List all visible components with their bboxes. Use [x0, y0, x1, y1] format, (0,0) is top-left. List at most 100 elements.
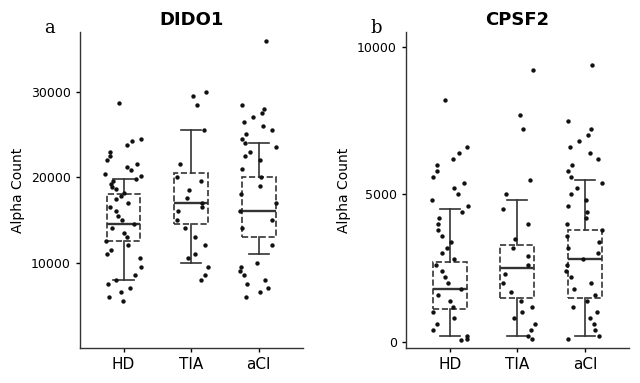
Point — [440, 97, 450, 103]
Point — [236, 208, 246, 214]
Point — [578, 256, 588, 262]
Point — [498, 280, 508, 286]
Point — [136, 136, 146, 142]
Point — [235, 268, 245, 274]
Point — [268, 217, 278, 223]
Point — [449, 256, 459, 262]
Point — [463, 203, 473, 209]
Point — [190, 251, 200, 257]
Point — [442, 244, 452, 250]
Point — [566, 192, 577, 198]
Point — [516, 298, 526, 304]
Point — [113, 213, 124, 219]
Point — [102, 157, 112, 163]
Point — [456, 337, 467, 344]
Point — [256, 174, 266, 180]
Point — [119, 190, 129, 196]
Point — [103, 281, 113, 287]
Point — [241, 294, 252, 300]
Point — [106, 247, 116, 253]
Point — [106, 153, 116, 159]
Point — [200, 272, 210, 278]
Point — [122, 242, 132, 249]
Point — [436, 250, 447, 257]
Point — [111, 196, 121, 202]
Point — [173, 208, 184, 214]
Point — [114, 100, 124, 106]
Point — [108, 178, 118, 185]
Point — [184, 187, 194, 193]
Text: a: a — [44, 20, 54, 38]
Point — [452, 192, 463, 198]
Point — [107, 225, 117, 231]
Point — [106, 149, 116, 155]
Point — [428, 173, 438, 180]
Point — [240, 140, 250, 146]
Point — [132, 161, 143, 167]
Point — [104, 294, 115, 300]
Point — [515, 111, 525, 118]
Bar — [433, 262, 467, 309]
Point — [426, 197, 436, 203]
Point — [196, 178, 207, 185]
Point — [581, 215, 591, 221]
Point — [255, 157, 265, 163]
Point — [196, 204, 207, 210]
Point — [260, 38, 271, 44]
Point — [433, 221, 443, 227]
Point — [583, 132, 593, 138]
Point — [562, 221, 572, 227]
Point — [116, 217, 127, 223]
Point — [563, 118, 573, 124]
Point — [591, 309, 602, 316]
Point — [182, 195, 192, 201]
Point — [242, 281, 252, 287]
Point — [456, 286, 466, 292]
Point — [240, 153, 250, 159]
Point — [122, 234, 132, 240]
Point — [129, 221, 140, 227]
Point — [192, 101, 202, 108]
Point — [457, 209, 467, 215]
Point — [136, 255, 146, 261]
Point — [106, 181, 116, 187]
Point — [122, 164, 132, 170]
Point — [433, 227, 443, 233]
Point — [562, 262, 572, 268]
Point — [198, 127, 209, 133]
Point — [116, 193, 126, 199]
Point — [581, 197, 591, 203]
Point — [449, 315, 459, 321]
Point — [136, 264, 147, 270]
Bar — [242, 177, 276, 237]
Point — [440, 274, 450, 280]
Point — [196, 277, 207, 283]
Point — [245, 149, 255, 155]
Point — [431, 262, 441, 268]
Point — [501, 192, 511, 198]
Point — [190, 234, 200, 240]
Point — [518, 126, 529, 133]
Point — [593, 239, 604, 245]
Point — [236, 191, 246, 197]
Point — [529, 321, 540, 327]
Point — [136, 173, 147, 179]
Point — [239, 119, 249, 125]
Point — [263, 285, 273, 291]
Point — [126, 167, 136, 173]
Point — [122, 142, 132, 148]
Point — [236, 264, 246, 270]
Point — [100, 171, 111, 177]
Point — [525, 177, 535, 183]
Point — [584, 150, 595, 156]
Point — [433, 292, 444, 298]
Point — [239, 272, 250, 278]
Point — [431, 168, 442, 174]
Point — [432, 321, 442, 327]
Y-axis label: Alpha Count: Alpha Count — [337, 147, 351, 232]
Point — [248, 115, 258, 121]
Point — [237, 165, 247, 172]
Point — [445, 239, 456, 245]
Point — [257, 110, 267, 116]
Point — [590, 327, 600, 333]
